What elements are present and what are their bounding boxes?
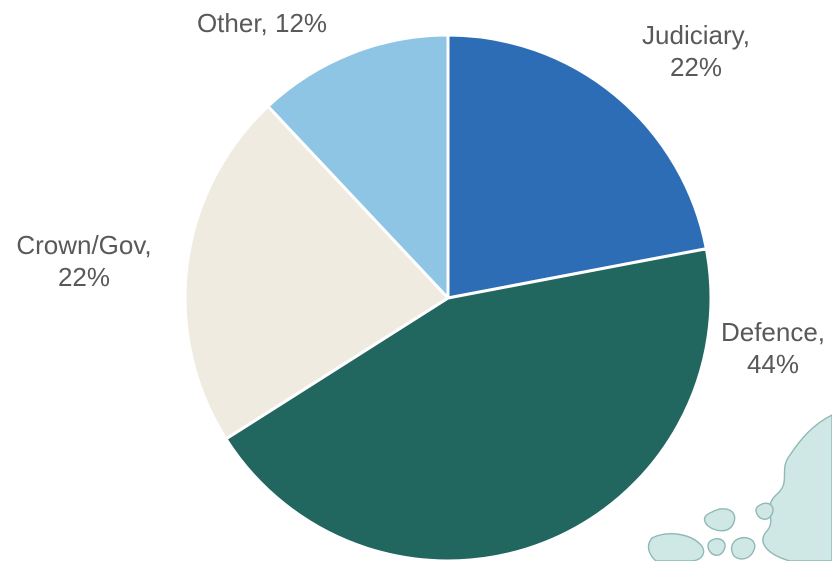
pie-slice-crown-gov: [183, 104, 450, 441]
data-label-line: Other, 12%: [197, 8, 327, 38]
pie-slice-judiciary: [446, 33, 708, 300]
data-label-line: Crown/Gov,: [16, 230, 151, 260]
data-label-judiciary: Judiciary, 22%: [642, 20, 750, 82]
data-label-line: 44%: [747, 349, 799, 379]
data-label-crown-gov: Crown/Gov, 22%: [16, 230, 151, 292]
island-map-icon: [647, 414, 832, 561]
pie-slice-other: [266, 33, 450, 300]
data-label-other: Other, 12%: [197, 8, 327, 38]
data-label-line: 22%: [670, 52, 722, 82]
data-label-line: Defence,: [721, 317, 825, 347]
data-label-defence: Defence, 44%: [721, 317, 825, 379]
data-label-line: Judiciary,: [642, 20, 750, 50]
data-label-line: 22%: [58, 262, 110, 292]
pie-slice-defence: [224, 247, 713, 561]
